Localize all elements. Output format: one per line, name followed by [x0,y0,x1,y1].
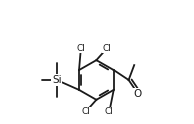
Text: Si: Si [52,75,61,85]
Text: Cl: Cl [102,44,111,53]
Text: Cl: Cl [81,107,90,116]
Text: Cl: Cl [76,44,85,53]
Text: Cl: Cl [105,107,114,116]
Text: O: O [134,89,142,99]
